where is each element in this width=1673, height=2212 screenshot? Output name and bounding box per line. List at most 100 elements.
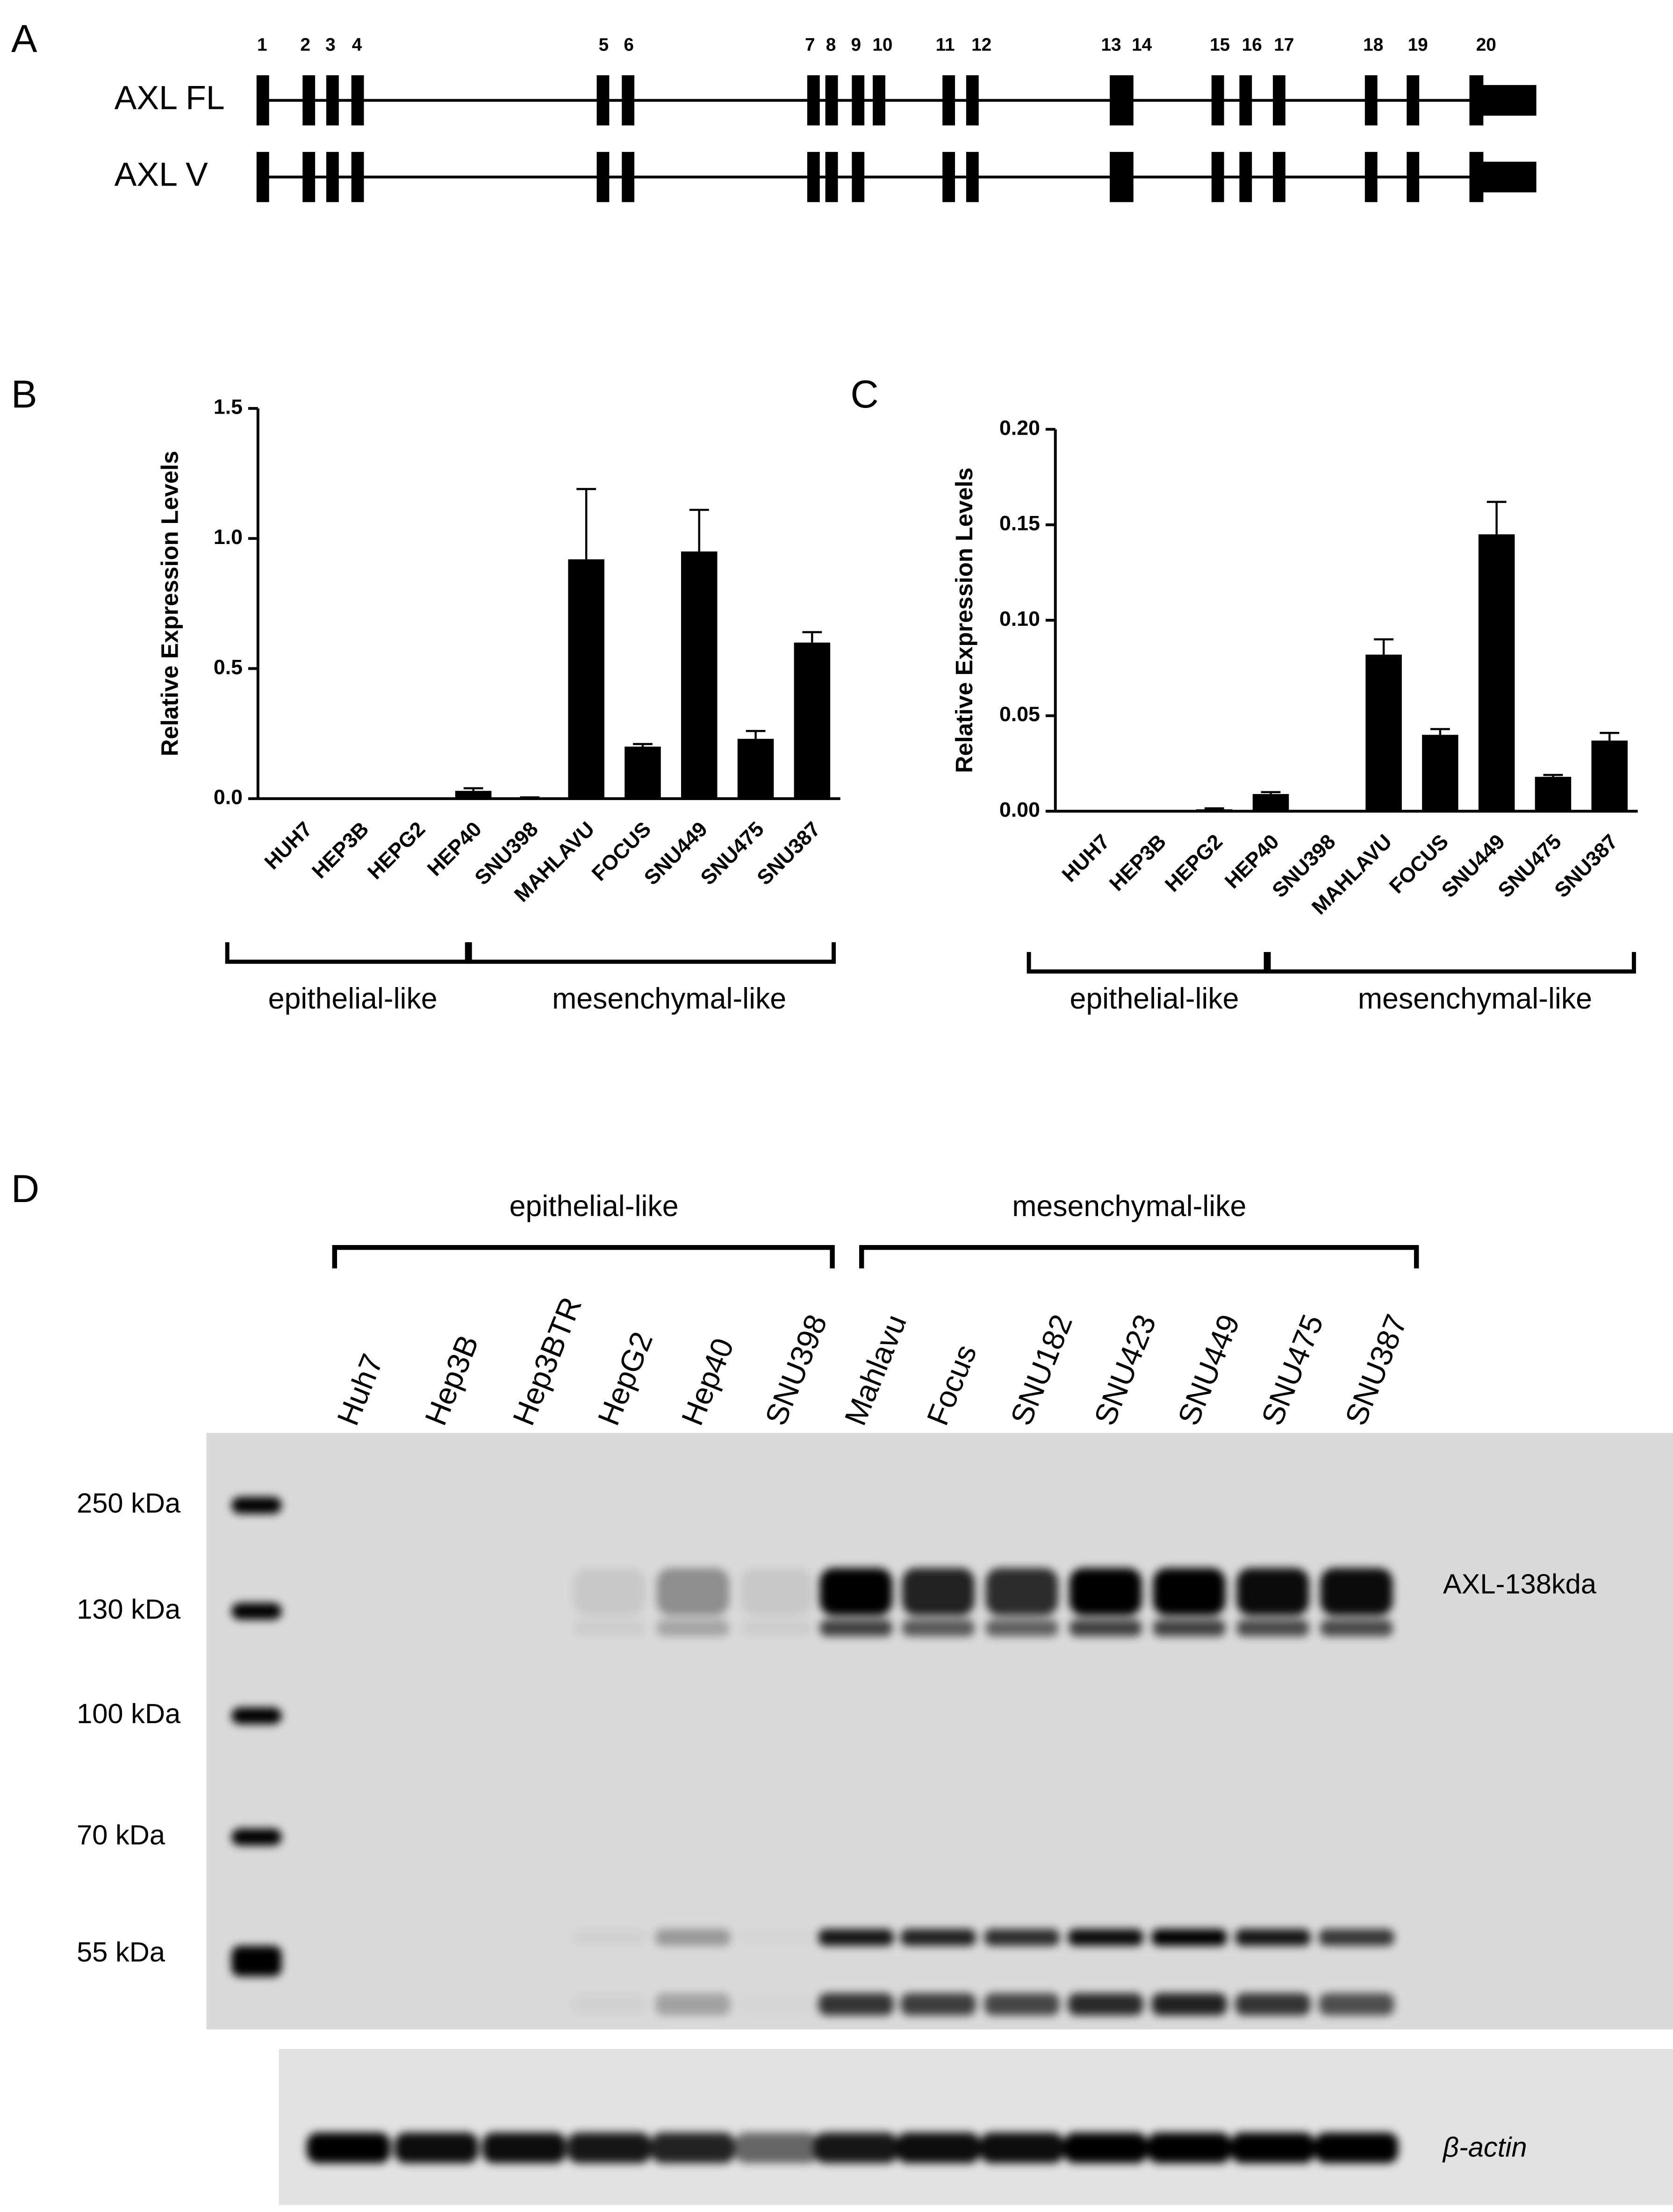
band — [984, 1929, 1060, 1946]
panel-label: A — [11, 17, 37, 61]
bar — [1535, 777, 1572, 811]
exon — [326, 152, 339, 202]
bar — [1478, 534, 1515, 811]
exon-utr — [1480, 161, 1537, 193]
exon-number: 2 — [300, 35, 310, 55]
band — [1235, 1929, 1311, 1946]
exon-number: 7 — [805, 35, 815, 55]
lane-label: SNU398 — [759, 1310, 834, 1430]
exon — [622, 75, 635, 126]
band — [1235, 1993, 1311, 2016]
exon-number: 6 — [624, 35, 634, 55]
marker-label: 100 kDa — [77, 1698, 181, 1729]
band — [307, 2133, 391, 2163]
band — [656, 1568, 729, 1616]
x-tick-label: SNU475 — [1494, 830, 1566, 902]
band — [567, 2133, 651, 2163]
band — [819, 1568, 892, 1616]
panel-label: C — [850, 372, 878, 416]
group-bracket — [225, 942, 469, 964]
x-tick-label: SNU387 — [1550, 830, 1622, 902]
exon — [1110, 75, 1122, 126]
group-label: epithelial-like — [510, 1190, 679, 1223]
band — [1231, 2133, 1315, 2163]
exon-number: 20 — [1476, 35, 1496, 55]
group-bracket — [1266, 952, 1636, 974]
lane-label: SNU387 — [1338, 1310, 1414, 1430]
bar — [1422, 735, 1458, 811]
band — [739, 1929, 814, 1946]
band — [819, 1619, 892, 1637]
band — [573, 1568, 646, 1616]
y-tick-label: 0.10 — [999, 608, 1040, 630]
exon-number: 17 — [1274, 35, 1294, 55]
bar — [1365, 654, 1402, 811]
band — [896, 2133, 980, 2163]
bar — [1252, 794, 1289, 811]
exon — [1120, 152, 1134, 202]
group-bracket — [1027, 952, 1268, 974]
panel-label: D — [11, 1167, 39, 1210]
exon-number: 14 — [1132, 35, 1152, 55]
exon — [852, 75, 865, 126]
y-tick-label: 1.5 — [214, 396, 243, 419]
band — [656, 1619, 729, 1637]
exon — [351, 75, 364, 126]
exon — [596, 152, 610, 202]
exon — [966, 152, 979, 202]
band — [1147, 2133, 1231, 2163]
exon-number: 12 — [971, 35, 991, 55]
y-tick-label: 0.00 — [999, 799, 1040, 822]
band-label: AXL-138kda — [1443, 1568, 1597, 1600]
y-tick-label: 0.05 — [999, 703, 1040, 726]
band — [1068, 1993, 1143, 2016]
loading-label: β-actin — [1442, 2132, 1527, 2163]
band — [571, 1929, 647, 1946]
exon — [825, 152, 838, 202]
band — [1151, 1929, 1227, 1946]
band — [1151, 1993, 1227, 2016]
ladder-band — [231, 1946, 282, 1976]
band — [984, 1993, 1060, 2016]
exon — [1407, 75, 1420, 126]
transcript-name: AXL FL — [115, 79, 225, 117]
band — [814, 2133, 898, 2163]
y-tick-label: 1.0 — [214, 526, 243, 549]
exon-number: 13 — [1101, 35, 1121, 55]
exon-number: 5 — [599, 35, 609, 55]
y-tick-label: 0.5 — [214, 656, 243, 679]
marker-label: 55 kDa — [77, 1936, 165, 1968]
group-bracket — [859, 1245, 1419, 1268]
exon — [326, 75, 339, 126]
lane-label: Focus — [920, 1340, 984, 1430]
exon — [302, 75, 316, 126]
group-label: epithelial-like — [268, 982, 438, 1015]
exon — [852, 152, 865, 202]
band — [818, 1929, 894, 1946]
exon-utr — [1480, 85, 1537, 116]
lane-label: SNU475 — [1255, 1310, 1330, 1430]
exon — [622, 152, 635, 202]
transcript-name: AXL V — [115, 156, 208, 193]
exon-number: 11 — [936, 35, 955, 55]
lane-label: HepG2 — [591, 1327, 660, 1430]
band — [655, 1929, 731, 1946]
band — [902, 1568, 975, 1616]
exon-number: 10 — [872, 35, 892, 55]
x-tick-label: HEPG2 — [363, 817, 430, 884]
band — [985, 1619, 1058, 1637]
band — [740, 1568, 813, 1616]
y-tick-label: 0.20 — [999, 416, 1040, 439]
band — [1319, 1993, 1394, 2016]
x-tick-label: HEP3B — [308, 817, 373, 883]
marker-label: 70 kDa — [77, 1819, 165, 1850]
actin-blot — [279, 2049, 1673, 2205]
band — [651, 2133, 735, 2163]
group-bracket — [467, 942, 836, 964]
x-tick-label: HEPG2 — [1161, 830, 1227, 896]
exon — [807, 75, 820, 126]
exon — [596, 75, 610, 126]
exon — [1364, 75, 1378, 126]
band — [818, 1993, 894, 2016]
panel-label: B — [11, 372, 37, 416]
